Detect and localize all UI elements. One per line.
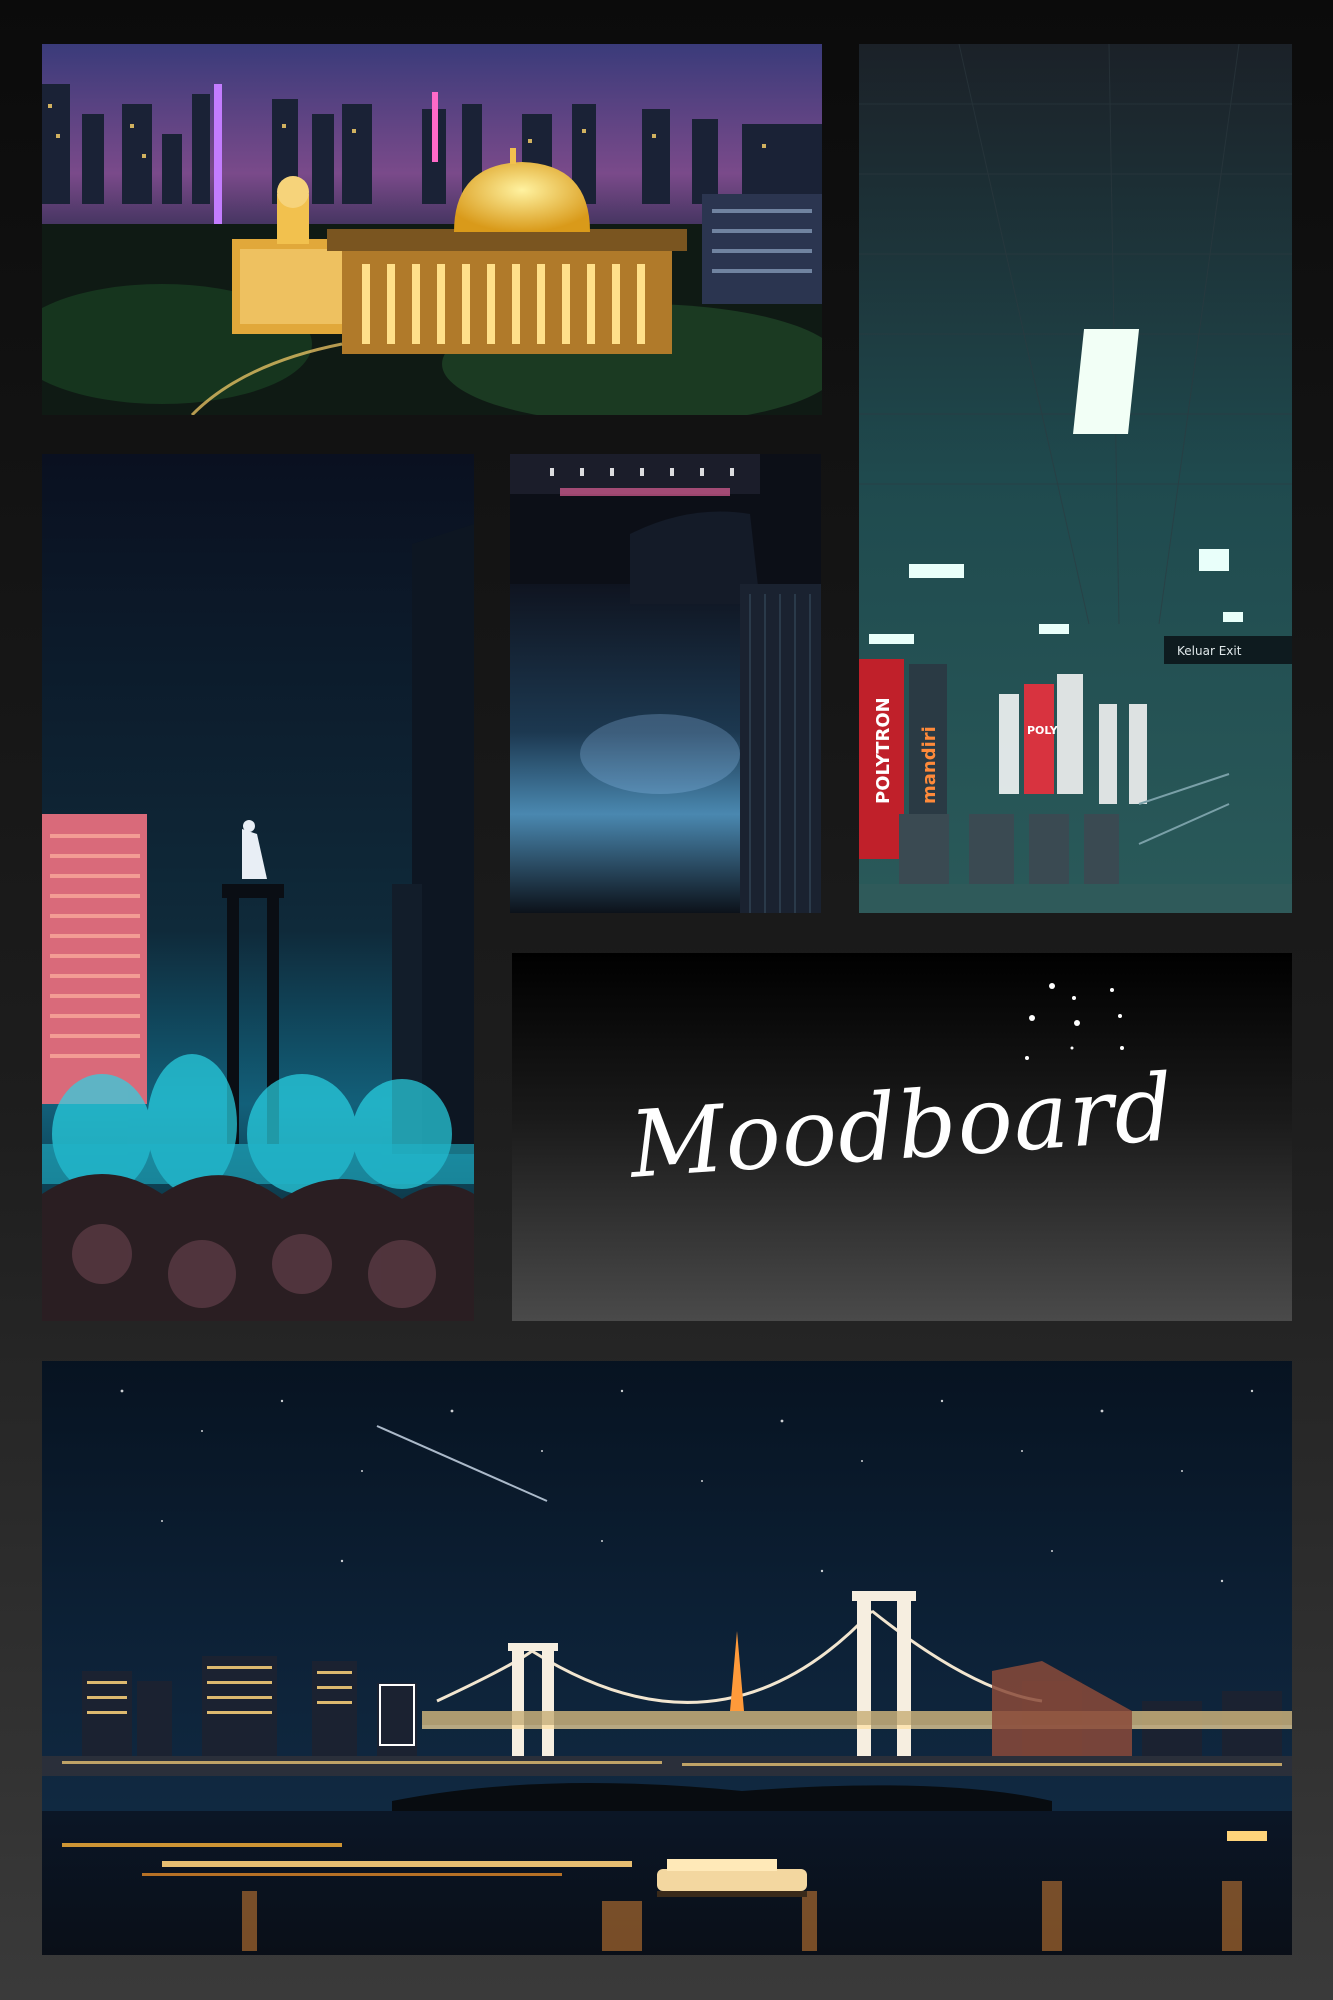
- photo-bridge-skyline: [42, 1361, 1292, 1955]
- ad-poly-text: POLY: [1027, 724, 1059, 737]
- ad-mandiri-text: mandiri: [919, 726, 940, 804]
- sparkle-stars-icon: [1025, 983, 1124, 1060]
- exit-sign-text: Keluar Exit: [1177, 644, 1242, 658]
- bridge-skyline-night-photo: [42, 1361, 1292, 1955]
- photo-wet-street: [510, 454, 821, 913]
- wet-street-night-photo: [510, 454, 821, 913]
- monument-fountain-night-photo: [42, 454, 474, 1321]
- ad-polytron-text: POLYTRON: [873, 697, 894, 804]
- city-mosque-night-photo: [42, 44, 822, 415]
- photo-mosque-city: [42, 44, 822, 415]
- photo-metro-station: Keluar Exit POLYTRON mandiri POLY: [859, 44, 1292, 913]
- photo-monument-fountain: [42, 454, 474, 1321]
- moodboard-title: Moodboard: [626, 1054, 1178, 1199]
- metro-station-photo: Keluar Exit POLYTRON mandiri POLY: [859, 44, 1292, 913]
- title-panel: Moodboard: [512, 953, 1292, 1321]
